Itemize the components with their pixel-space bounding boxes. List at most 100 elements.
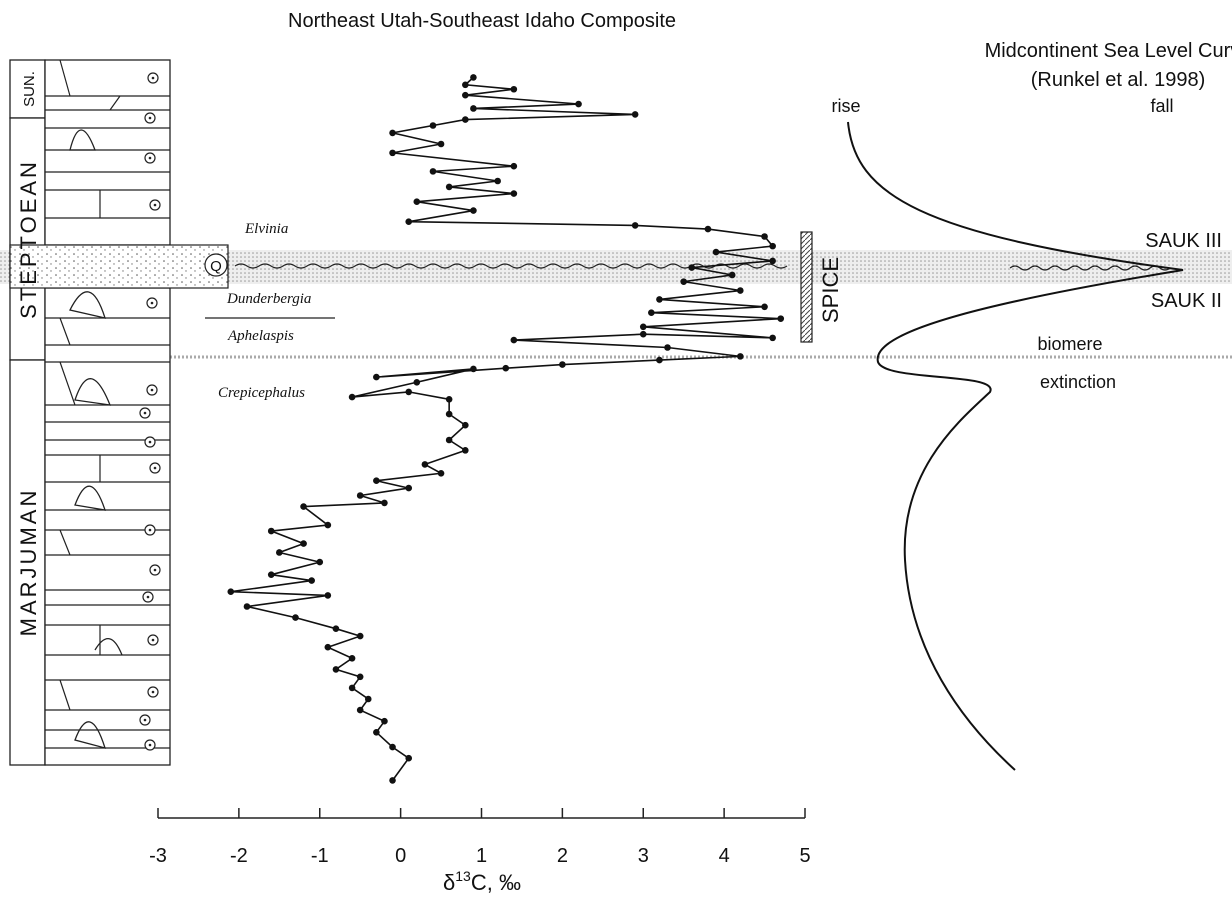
data-point — [445, 183, 453, 191]
data-point — [348, 655, 356, 662]
data-point — [413, 378, 421, 386]
data-point — [437, 470, 445, 477]
data-point — [267, 571, 275, 578]
data-point — [373, 729, 380, 736]
data-point — [381, 717, 388, 725]
data-point — [332, 666, 340, 673]
sea-level-curve — [847, 121, 1184, 771]
data-point — [308, 577, 315, 584]
data-point — [470, 365, 477, 373]
data-point — [437, 140, 445, 148]
zone-label: Crepicephalus — [218, 385, 305, 401]
data-point — [389, 777, 396, 784]
data-point — [389, 149, 396, 157]
data-point — [243, 603, 251, 610]
data-point — [348, 684, 356, 692]
x-tick-label: 3 — [638, 845, 649, 867]
data-point — [389, 129, 396, 137]
data-point — [559, 361, 566, 368]
data-point — [429, 168, 437, 175]
data-point — [656, 356, 663, 364]
spice-label: SPICE — [818, 257, 843, 323]
stage-label: SUN. — [21, 71, 38, 107]
event-label: biomere — [1037, 334, 1102, 354]
data-point — [761, 303, 768, 311]
x-axis-label-part: δ — [443, 870, 455, 895]
data-point — [445, 396, 453, 403]
data-point — [648, 309, 655, 317]
data-point — [373, 373, 380, 381]
data-point — [292, 614, 299, 621]
data-point — [356, 706, 364, 714]
data-point — [510, 162, 518, 170]
data-point — [712, 248, 720, 256]
sequence-label: SAUK III — [1145, 230, 1222, 252]
data-point — [373, 477, 380, 485]
x-tick-label: 0 — [395, 845, 406, 867]
x-axis-label-part: C, ‰ — [471, 870, 521, 895]
data-point — [470, 207, 477, 214]
data-point — [680, 278, 687, 285]
data-point — [421, 461, 429, 468]
sequence-label: SAUK II — [1151, 290, 1222, 312]
data-point — [575, 100, 582, 108]
data-point — [324, 592, 332, 599]
data-point — [470, 105, 477, 112]
data-point — [656, 296, 663, 303]
data-point — [405, 218, 413, 225]
event-label: extinction — [1040, 372, 1116, 392]
data-point — [356, 492, 364, 499]
x-axis-label: δ13C, ‰ — [443, 868, 521, 895]
data-point — [348, 393, 356, 401]
data-point — [389, 743, 396, 751]
sea-level-title: Midcontinent Sea Level Curve — [985, 40, 1232, 62]
data-point — [688, 264, 696, 271]
unconformity — [234, 263, 788, 269]
x-tick-label: -1 — [311, 845, 329, 867]
data-point — [445, 436, 453, 444]
data-point — [769, 334, 776, 342]
data-point — [405, 754, 413, 762]
spice-bar — [800, 231, 813, 343]
data-point — [462, 116, 469, 123]
data-point — [332, 625, 340, 632]
data-point — [777, 315, 785, 322]
stage-label: STEPTOEAN — [16, 159, 41, 319]
x-tick-label: 5 — [799, 845, 810, 867]
data-point — [494, 177, 501, 185]
data-point — [300, 503, 307, 510]
data-point — [704, 225, 712, 233]
data-point — [405, 388, 413, 396]
data-point — [728, 271, 736, 279]
x-tick-label: 2 — [557, 845, 568, 867]
data-point — [405, 484, 413, 492]
data-point — [510, 336, 518, 344]
x-tick-label: -2 — [230, 845, 248, 867]
data-point — [639, 330, 647, 338]
data-point — [769, 242, 776, 250]
rise-label: rise — [831, 96, 860, 116]
data-point — [462, 81, 469, 89]
data-point — [510, 85, 518, 93]
zone-label: Dunderbergia — [226, 291, 311, 307]
data-point — [445, 410, 453, 418]
data-point — [462, 421, 469, 429]
data-point — [631, 111, 639, 118]
data-point — [267, 527, 275, 535]
quartz-label: Q — [210, 258, 222, 275]
data-point — [316, 558, 324, 566]
fall-label: fall — [1150, 96, 1173, 116]
data-point — [639, 323, 647, 331]
x-tick-label: 1 — [476, 845, 487, 867]
data-point — [769, 257, 776, 265]
data-point — [462, 447, 469, 454]
data-point — [356, 632, 364, 640]
data-point — [227, 588, 235, 595]
stage-label: MARJUMAN — [16, 488, 41, 637]
unconformity — [1009, 265, 1171, 271]
sea-level-source: (Runkel et al. 1998) — [1031, 69, 1206, 91]
data-point — [276, 549, 283, 556]
data-point — [631, 222, 639, 229]
data-point — [413, 198, 421, 206]
